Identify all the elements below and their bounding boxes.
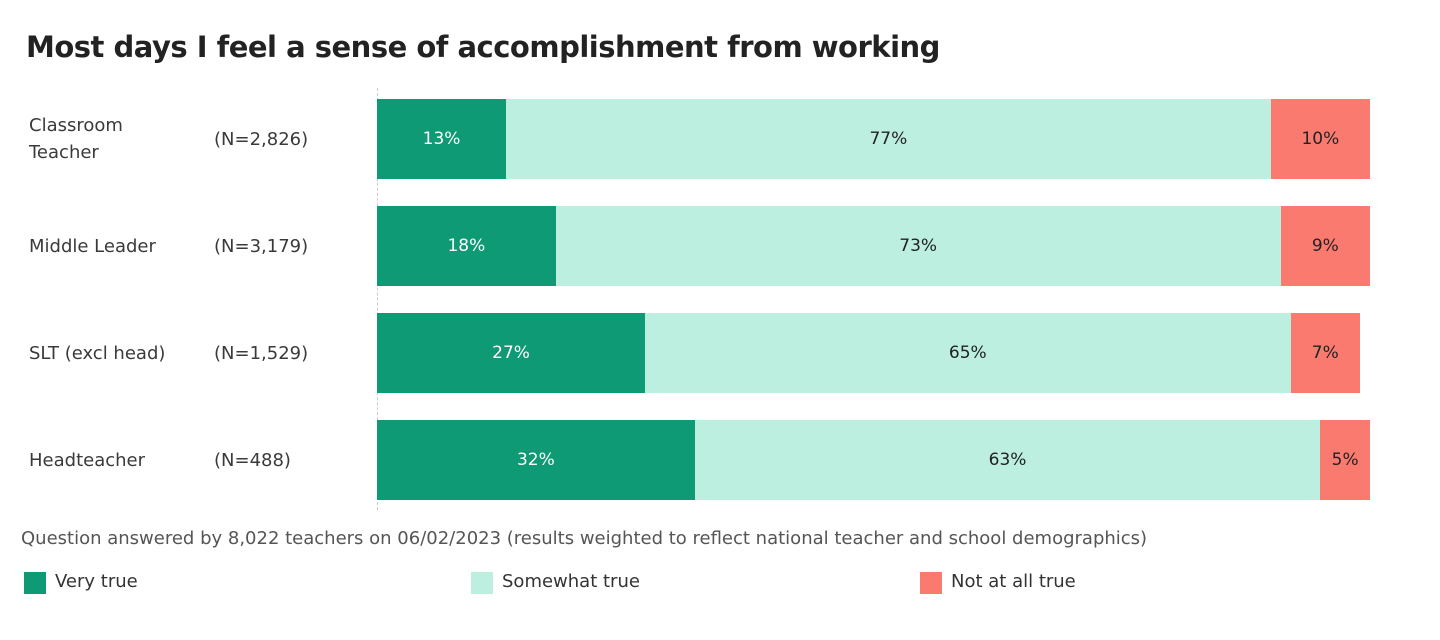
zero-line [377, 88, 378, 510]
bar-segment: 13% [377, 99, 507, 179]
bar-segment: 27% [377, 313, 646, 393]
footnote: Question answered by 8,022 teachers on 0… [21, 528, 1148, 549]
sample-size: (N=2,826) [214, 128, 309, 150]
legend-swatch [920, 572, 942, 594]
value-label: 77% [869, 129, 908, 149]
category-label: Headteacher [29, 449, 146, 471]
bar-segment: 18% [377, 206, 556, 286]
bar-segment: 7% [1290, 313, 1361, 393]
value-label: 13% [422, 129, 461, 149]
value-label: 5% [1331, 450, 1359, 470]
legend-label: Very true [55, 571, 138, 592]
value-label: 73% [899, 236, 938, 256]
legend-label: Somewhat true [502, 571, 640, 592]
bar-segment: 9% [1280, 206, 1370, 286]
legend-label: Not at all true [951, 571, 1076, 592]
value-label: 7% [1311, 343, 1339, 363]
bar-segment: 5% [1320, 420, 1370, 500]
bar-segment: 10% [1270, 99, 1370, 179]
sample-size: (N=1,529) [214, 342, 309, 364]
category-label: SLT (excl head) [29, 342, 166, 364]
category-label: Middle Leader [29, 235, 156, 257]
bar-segment: 32% [377, 420, 695, 500]
bar-segment: 65% [645, 313, 1291, 393]
value-label: 10% [1301, 129, 1340, 149]
legend-swatch [24, 572, 46, 594]
bar-segment: 63% [694, 420, 1321, 500]
value-label: 32% [516, 450, 555, 470]
bar-segment: 73% [555, 206, 1281, 286]
legend-swatch [471, 572, 493, 594]
value-label: 63% [988, 450, 1027, 470]
value-label: 18% [447, 236, 486, 256]
sample-size: (N=3,179) [214, 235, 309, 257]
bar-segment: 77% [506, 99, 1271, 179]
category-label: Classroom Teacher [29, 115, 123, 163]
value-label: 27% [492, 343, 530, 363]
value-label: 9% [1311, 236, 1339, 256]
sample-size: (N=488) [214, 449, 291, 471]
chart-title: Most days I feel a sense of accomplishme… [26, 30, 940, 64]
value-label: 65% [948, 343, 987, 363]
